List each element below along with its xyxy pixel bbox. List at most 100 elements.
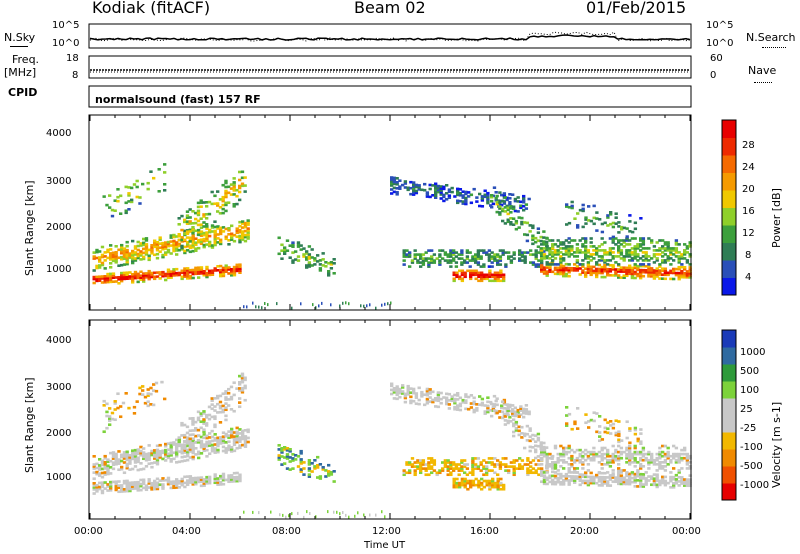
heatmap-cell <box>628 427 632 430</box>
heatmap-cell <box>650 269 654 272</box>
heatmap-cell <box>685 467 690 470</box>
heatmap-cell <box>630 247 635 250</box>
heatmap-cell <box>677 456 681 460</box>
heatmap-cell <box>177 233 181 236</box>
heatmap-cell <box>556 461 560 464</box>
heatmap-cell <box>490 195 494 199</box>
heatmap-cell <box>136 254 140 258</box>
heatmap-cell <box>452 273 456 277</box>
heatmap-cell <box>625 249 629 252</box>
heatmap-cell <box>408 265 412 268</box>
heatmap-cell <box>633 461 637 464</box>
heatmap-cell <box>509 223 513 226</box>
heatmap-cell <box>128 485 132 489</box>
heatmap-cell <box>398 187 402 190</box>
heatmap-cell <box>421 257 426 260</box>
heatmap-cell <box>606 421 610 424</box>
heatmap-cell <box>545 256 549 260</box>
heatmap-cell <box>663 481 668 485</box>
heatmap-cell <box>100 463 105 467</box>
heatmap-cell <box>609 420 613 423</box>
heatmap-cell <box>153 483 157 487</box>
heatmap-cell <box>194 221 198 225</box>
heatmap-cell <box>100 253 105 257</box>
heatmap-cell <box>232 439 237 442</box>
heatmap-cell <box>240 372 245 376</box>
heatmap-cell <box>614 456 618 460</box>
heatmap-cell <box>471 481 476 485</box>
heatmap-cell <box>120 455 124 459</box>
heatmap-cell <box>633 253 637 256</box>
heatmap-cell <box>142 251 146 255</box>
heatmap-cell <box>302 255 306 258</box>
heatmap-cell <box>592 265 596 269</box>
heatmap-cell <box>329 261 334 264</box>
heatmap-cell <box>611 264 615 267</box>
heatmap-cell <box>243 443 248 446</box>
nsky-tick-bottom: 10^0 <box>52 38 80 49</box>
heatmap-cell <box>531 263 536 266</box>
heatmap-cell <box>409 387 413 390</box>
heatmap-cell <box>150 481 154 485</box>
ground-scatter-cell <box>381 303 383 307</box>
heatmap-cell <box>240 380 245 384</box>
heatmap-cell <box>208 432 212 435</box>
heatmap-cell <box>556 458 560 462</box>
ground-scatter-cell <box>384 302 386 306</box>
heatmap-cell <box>685 461 690 464</box>
heatmap-cell <box>641 263 646 266</box>
heatmap-cell <box>633 428 638 432</box>
heatmap-cell <box>514 219 519 223</box>
heatmap-cell <box>175 446 179 450</box>
heatmap-cell <box>443 465 448 468</box>
heatmap-cell <box>680 476 684 479</box>
heatmap-cell <box>177 248 181 252</box>
heatmap-cell <box>131 261 135 265</box>
heatmap-cell <box>502 192 507 195</box>
heatmap-cell <box>142 257 146 261</box>
heatmap-cell <box>197 268 201 271</box>
heatmap-cell <box>106 464 110 468</box>
heatmap-cell <box>509 255 514 258</box>
heatmap-cell <box>172 235 176 239</box>
heatmap-cell <box>482 265 486 268</box>
heatmap-cell <box>430 465 434 468</box>
heatmap-cell <box>619 452 624 456</box>
heatmap-cell <box>490 402 494 406</box>
heatmap-cell <box>150 252 154 255</box>
heatmap-cell <box>186 458 190 462</box>
heatmap-cell <box>672 444 676 448</box>
heatmap-cell <box>390 182 394 185</box>
heatmap-cell <box>666 247 670 250</box>
heatmap-cell <box>617 476 621 480</box>
heatmap-cell <box>188 446 193 449</box>
heatmap-cell <box>636 450 640 454</box>
heatmap-cell <box>327 270 331 273</box>
heatmap-cell <box>545 454 549 458</box>
heatmap-cell <box>672 259 676 262</box>
heatmap-cell <box>630 472 635 476</box>
heatmap-cell <box>443 259 448 262</box>
heatmap-cell <box>447 407 452 410</box>
heatmap-cell <box>172 272 176 275</box>
heatmap-cell <box>120 484 124 487</box>
heatmap-cell <box>111 255 116 259</box>
heatmap-cell <box>551 465 555 468</box>
heatmap-cell <box>144 274 149 277</box>
heatmap-cell <box>235 188 239 192</box>
heatmap-cell <box>191 417 195 420</box>
heatmap-cell <box>529 253 533 256</box>
heatmap-cell <box>483 195 487 199</box>
heatmap-cell <box>213 477 217 481</box>
heatmap-cell <box>117 484 121 487</box>
heatmap-cell <box>296 245 301 248</box>
heatmap-cell <box>683 243 687 246</box>
heatmap-cell <box>235 440 239 444</box>
heatmap-cell <box>633 255 637 258</box>
heatmap-cell <box>476 255 481 258</box>
heatmap-cell <box>139 270 143 274</box>
heatmap-cell <box>488 485 492 489</box>
heatmap-cell <box>416 461 420 464</box>
heatmap-cell <box>589 479 593 483</box>
heatmap-cell <box>458 402 463 406</box>
